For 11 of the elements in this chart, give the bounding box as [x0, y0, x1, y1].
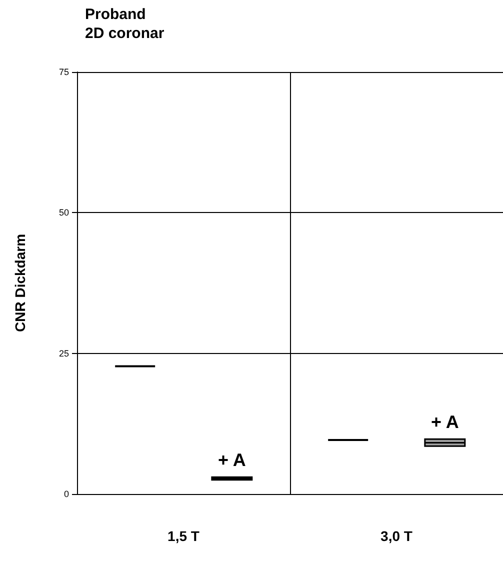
y-tick-label: 0 [64, 489, 69, 499]
x-tick-label: 1,5 T [168, 528, 200, 544]
x-tick-label: 3,0 T [380, 528, 413, 544]
text: + A [430, 412, 459, 432]
series-label: + A [218, 450, 246, 470]
chart-subtitle: 2D coronar [85, 25, 164, 42]
chart-title: Proband [85, 6, 146, 23]
y-tick-label: 75 [58, 67, 69, 77]
y-tick-label: 25 [58, 348, 69, 358]
y-tick-label: 50 [58, 208, 69, 218]
y-axis-title: CNR Dickdarm [12, 234, 28, 332]
